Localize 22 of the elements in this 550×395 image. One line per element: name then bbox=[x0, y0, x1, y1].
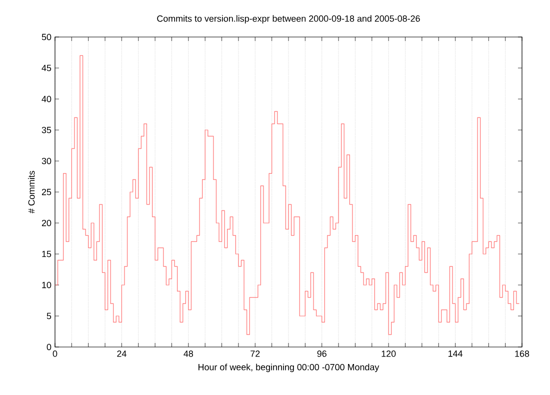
y-tick-label: 5 bbox=[46, 312, 52, 320]
x-tick-label: 96 bbox=[317, 350, 326, 357]
y-tick-label: 15 bbox=[42, 250, 52, 258]
x-tick-label: 24 bbox=[117, 350, 126, 357]
x-tick-label: 120 bbox=[382, 350, 396, 357]
y-tick-label: 10 bbox=[42, 282, 52, 288]
chart-title: Commits to version.lisp-expr between 2000-09-18 and 2005-08-26 bbox=[157, 15, 420, 24]
y-tick-label: 0 bbox=[46, 344, 52, 350]
y-tick-label: 45 bbox=[42, 64, 52, 72]
y-tick-label: 30 bbox=[42, 158, 52, 164]
y-tick-label: 40 bbox=[42, 96, 52, 102]
y-tick-label: 50 bbox=[42, 34, 52, 40]
x-tick-label: 48 bbox=[184, 350, 194, 357]
y-axis-title: # Commits bbox=[28, 170, 35, 214]
x-axis-title: Hour of week, beginning 00:00 -0700 Monday bbox=[198, 364, 380, 372]
x-tick-label: 0 bbox=[52, 350, 58, 357]
y-tick-label: 25 bbox=[42, 188, 52, 196]
x-tick-label: 168 bbox=[515, 350, 530, 357]
x-tick-label: 72 bbox=[250, 350, 260, 357]
x-tick-label: 144 bbox=[448, 350, 462, 357]
y-tick-label: 20 bbox=[42, 220, 52, 226]
y-tick-label: 35 bbox=[42, 126, 52, 134]
